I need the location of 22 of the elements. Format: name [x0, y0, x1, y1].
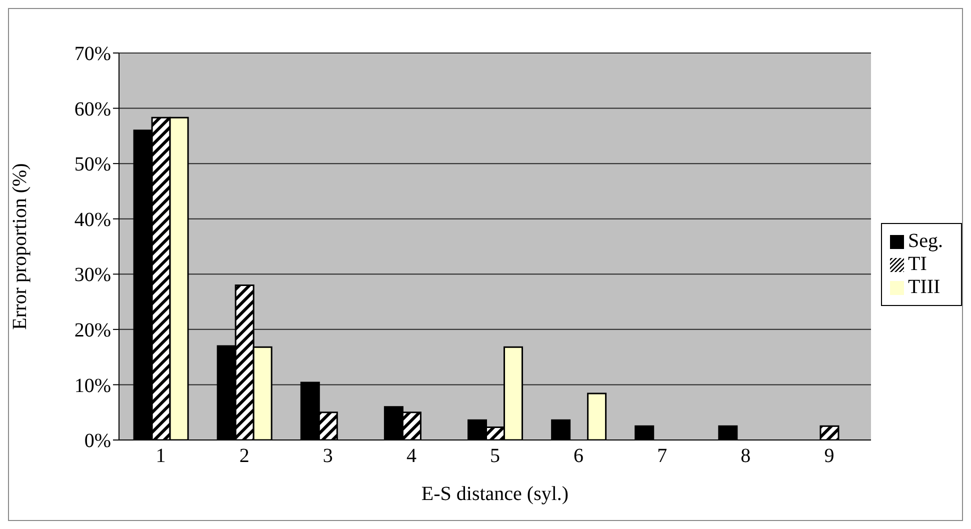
x-tick-label: 1: [156, 445, 166, 468]
y-axis-title: Error proportion (%): [9, 163, 32, 330]
y-tick-label: 40%: [74, 208, 111, 231]
y-tick-label: 10%: [74, 374, 111, 397]
x-tick-label: 3: [322, 445, 333, 468]
x-tick-label: 4: [406, 445, 416, 468]
x-tick-label: 5: [490, 445, 500, 468]
y-tick-label: 50%: [74, 154, 111, 176]
legend-label: Seg.: [908, 230, 943, 252]
y-tick-label: 20%: [74, 320, 111, 342]
y-tick-label: 70%: [74, 43, 111, 66]
x-tick-label: 2: [239, 445, 250, 468]
legend-label: TI: [908, 253, 927, 275]
x-tick-label: 6: [574, 445, 584, 468]
x-tick-label: 7: [657, 445, 668, 468]
legend-label: TIII: [908, 276, 940, 298]
y-tick-label: 0%: [84, 430, 111, 452]
y-tick-label: 60%: [74, 98, 111, 120]
y-tick-label: 30%: [74, 264, 111, 286]
x-tick-label: 9: [824, 445, 834, 468]
x-tick-label: 8: [740, 445, 751, 468]
x-axis-title: E-S distance (syl.): [421, 483, 569, 505]
